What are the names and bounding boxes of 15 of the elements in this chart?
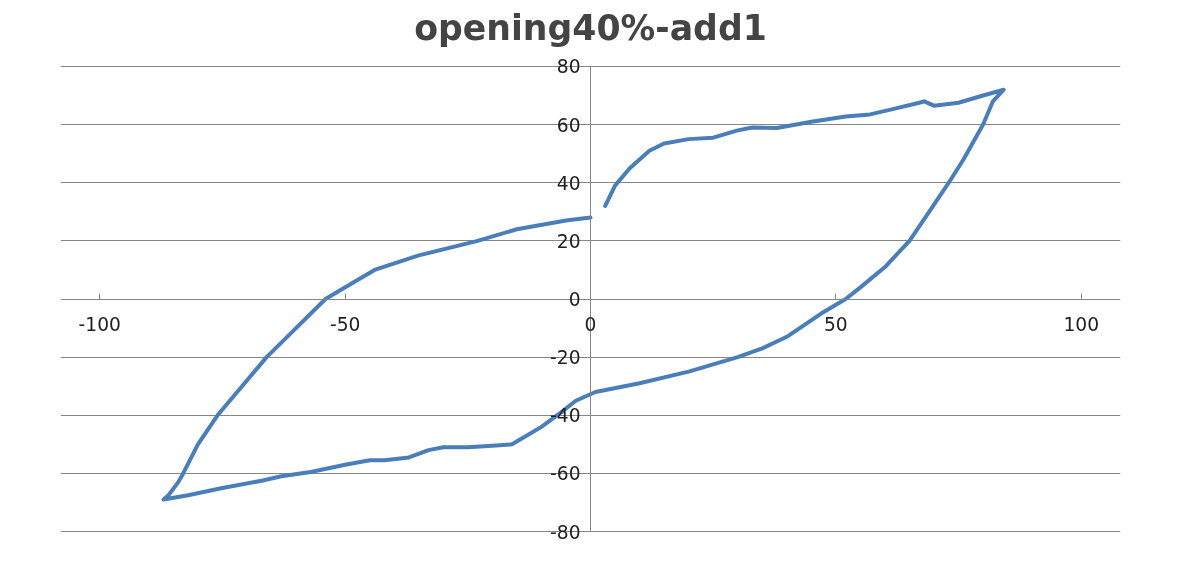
x-tick-label: 0	[584, 314, 597, 335]
y-tick-label: -80	[550, 521, 581, 543]
x-tick-label: 50	[824, 314, 848, 335]
y-tick-label: -20	[550, 347, 581, 369]
y-tick-label: -60	[550, 463, 581, 485]
y-tick-label: 60	[556, 114, 581, 136]
chart-title: opening40%-add1	[414, 7, 767, 48]
y-tick-label: 40	[556, 172, 581, 194]
x-tick-label: 100	[1063, 314, 1100, 335]
line-series	[161, 87, 1006, 502]
x-tick-label: -100	[78, 314, 121, 335]
y-tick-label: 0	[568, 289, 581, 310]
y-tick-label: 20	[556, 230, 581, 252]
y-tick-label: 80	[556, 56, 581, 78]
x-tick-label: -50	[329, 314, 361, 335]
